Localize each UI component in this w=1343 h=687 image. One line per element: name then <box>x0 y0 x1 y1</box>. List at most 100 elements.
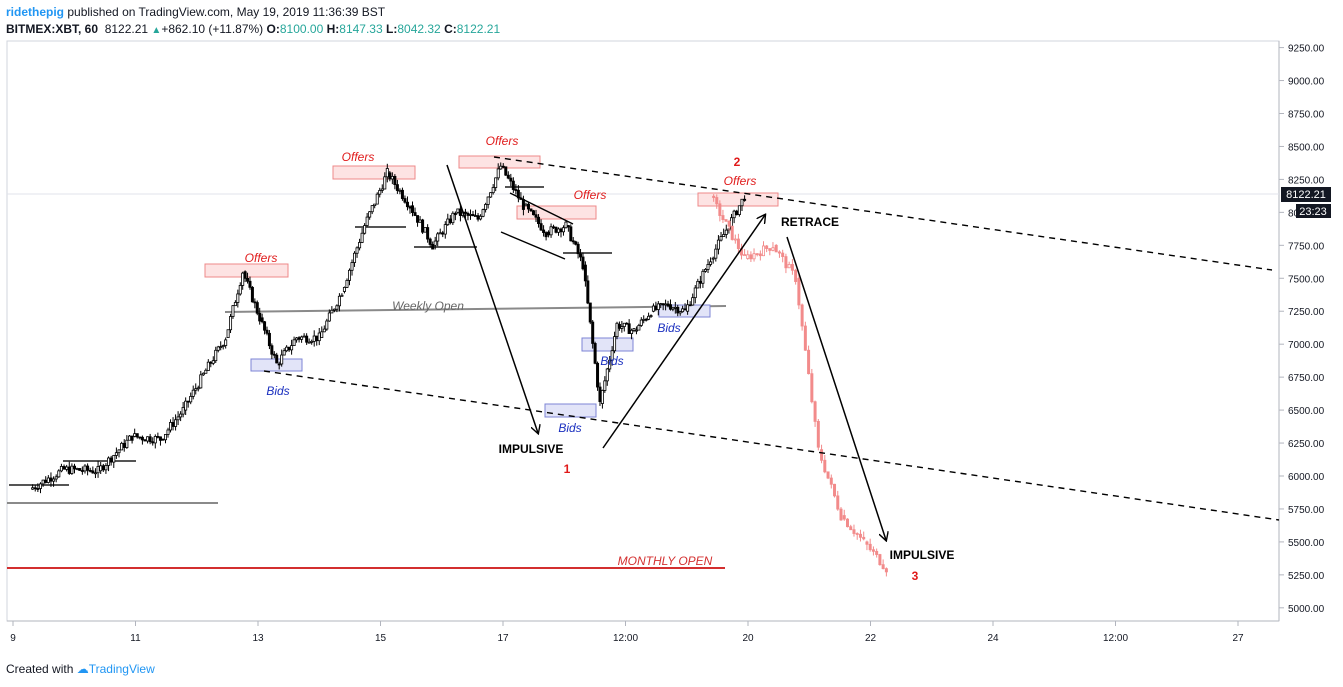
candle-body <box>248 280 252 288</box>
arrow-retrace-up[interactable] <box>602 215 765 449</box>
candle-body <box>360 232 364 243</box>
candle-body <box>310 340 314 343</box>
candle-body <box>758 253 762 257</box>
candle-body <box>706 264 710 270</box>
candle-body <box>656 303 660 310</box>
candle-body <box>593 343 597 364</box>
candle-body <box>881 564 885 570</box>
candle-body <box>398 189 402 192</box>
candles <box>31 162 747 494</box>
candle-body <box>255 302 259 314</box>
candle-body <box>509 177 513 182</box>
arrow-impulsive-down[interactable] <box>786 236 886 540</box>
candle-body <box>724 229 728 235</box>
candle-body <box>884 568 888 573</box>
candle-body <box>693 287 697 299</box>
candle-body <box>871 549 875 552</box>
price-tick-label: 7000.00 <box>1288 340 1325 351</box>
bid-labels: Bids Bids Bids Bids <box>266 321 680 435</box>
candle-body <box>431 244 435 250</box>
candle-body <box>632 328 636 331</box>
candle-body <box>576 243 580 255</box>
candle-body <box>549 226 553 236</box>
bid-zone[interactable] <box>544 403 597 418</box>
tradingview-brand[interactable]: TradingView <box>88 662 155 676</box>
candle-body <box>681 308 685 313</box>
time-axis[interactable]: 9 11 13 15 17 12:00 20 22 24 12:00 27 <box>10 621 1244 644</box>
candle-body <box>31 487 35 490</box>
author-username[interactable]: ridethepig <box>6 5 65 19</box>
bid-zone[interactable] <box>658 304 711 318</box>
candle-body <box>83 465 87 472</box>
candle-body <box>375 193 379 205</box>
candle-body <box>122 442 126 448</box>
candle-body <box>443 224 447 235</box>
offers-label: Offers <box>245 251 278 265</box>
candle-body <box>691 297 695 306</box>
candle-body <box>491 187 495 194</box>
candle-body <box>436 233 440 242</box>
candle-body <box>101 465 105 471</box>
candle-body <box>613 336 617 352</box>
candle-body <box>639 319 643 326</box>
price-axis[interactable]: 5000.00 5250.00 5500.00 5750.00 6000.00 6250.… <box>1279 44 1325 615</box>
candle-body <box>598 386 602 402</box>
candle-body <box>93 472 97 475</box>
candle-body <box>620 326 624 329</box>
candle-body <box>664 303 668 306</box>
candle-body <box>719 236 723 241</box>
candle-body <box>277 363 281 366</box>
candle-body <box>637 325 641 331</box>
bids-label: Bids <box>266 384 289 398</box>
candle-body <box>320 331 324 338</box>
candle-body <box>749 254 753 260</box>
candle-body <box>114 452 118 456</box>
candle-body <box>146 436 150 442</box>
candle-body <box>231 305 235 317</box>
candle-body <box>586 280 590 304</box>
candle-body <box>736 238 740 249</box>
candle-body <box>771 247 775 251</box>
candle-body <box>199 374 203 389</box>
candle-body <box>499 165 503 170</box>
bid-zone[interactable] <box>581 337 634 352</box>
candle-body <box>421 219 425 233</box>
candle-body <box>353 252 357 263</box>
candle-body <box>158 436 162 441</box>
candle-body <box>647 315 651 320</box>
candle-body <box>816 420 820 448</box>
candle-body <box>151 441 155 444</box>
candle-body <box>171 422 175 427</box>
price-tick-label: 9000.00 <box>1288 77 1325 88</box>
candle-body <box>559 228 563 233</box>
offer-zone[interactable] <box>697 192 779 207</box>
candle-body <box>534 214 538 218</box>
candle-body <box>204 369 208 374</box>
candle-body <box>810 373 814 403</box>
candle-body <box>845 518 849 528</box>
candle-body <box>418 219 422 223</box>
lower-trendline <box>263 370 1280 521</box>
candle-body <box>524 203 528 207</box>
candle-body <box>161 438 165 441</box>
tradingview-logo-icon[interactable]: ☁ <box>76 662 89 676</box>
candle-body <box>196 387 200 390</box>
candle-body <box>209 361 213 364</box>
arrow-impulsive-down[interactable] <box>446 164 538 433</box>
candle-body <box>743 198 747 201</box>
candle-body <box>54 476 58 480</box>
candle-body <box>260 317 264 323</box>
candle-body <box>236 293 240 303</box>
open-value: 8100.00 <box>279 22 324 36</box>
last-price: 8122.21 <box>104 22 149 36</box>
candle-body <box>794 269 798 282</box>
candle-body <box>38 483 42 489</box>
candle-body <box>564 221 568 229</box>
candle-body <box>363 225 367 234</box>
offer-zone[interactable] <box>332 165 416 180</box>
time-tick-label: 15 <box>375 633 387 644</box>
candle-body <box>438 232 442 235</box>
candle-body <box>107 457 111 466</box>
candle-body <box>514 189 518 191</box>
